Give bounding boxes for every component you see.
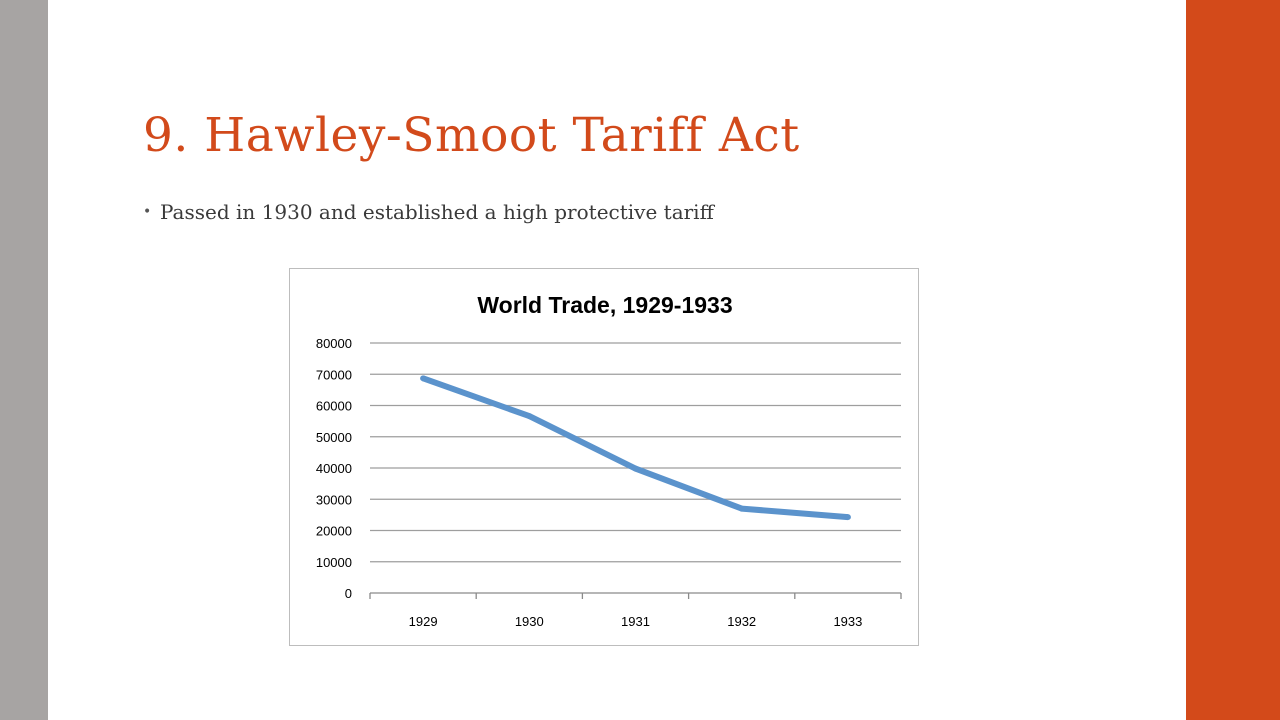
world-trade-chart: World Trade, 1929-1933 0 10000 20000 30000 4…	[316, 292, 902, 629]
y-tick-label: 70000	[316, 367, 352, 382]
series-line-world-trade	[422, 375, 849, 521]
y-tick-label: 80000	[316, 336, 352, 351]
right-accent-bar	[1186, 0, 1280, 720]
data-point	[738, 505, 745, 512]
data-point	[526, 413, 533, 420]
y-tick-label: 0	[345, 586, 352, 601]
x-tick-label: 1931	[621, 614, 650, 629]
left-accent-bar	[0, 0, 48, 720]
y-tick-label: 60000	[316, 399, 352, 414]
y-tick-label: 30000	[316, 492, 352, 507]
y-tick-label: 50000	[316, 430, 352, 445]
y-tick-label: 10000	[316, 555, 352, 570]
slide-title: 9. Hawley-Smoot Tariff Act	[143, 108, 800, 163]
x-tick-label: 1930	[515, 614, 544, 629]
data-point	[632, 465, 639, 472]
x-tick-label: 1933	[833, 614, 862, 629]
chart-frame: World Trade, 1929-1933 0 10000 20000 30000 4…	[289, 268, 919, 646]
x-tick-label: 1932	[727, 614, 756, 629]
bullet-item: • Passed in 1930 and established a high p…	[143, 200, 714, 224]
x-tick-label: 1929	[409, 614, 438, 629]
y-tick-label: 40000	[316, 461, 352, 476]
data-point	[844, 514, 851, 521]
data-point	[420, 375, 427, 382]
bullet-text: Passed in 1930 and established a high pr…	[160, 200, 714, 224]
y-tick-label: 20000	[316, 524, 352, 539]
bullet-dot-icon: •	[143, 204, 152, 220]
chart-title: World Trade, 1929-1933	[477, 292, 732, 318]
